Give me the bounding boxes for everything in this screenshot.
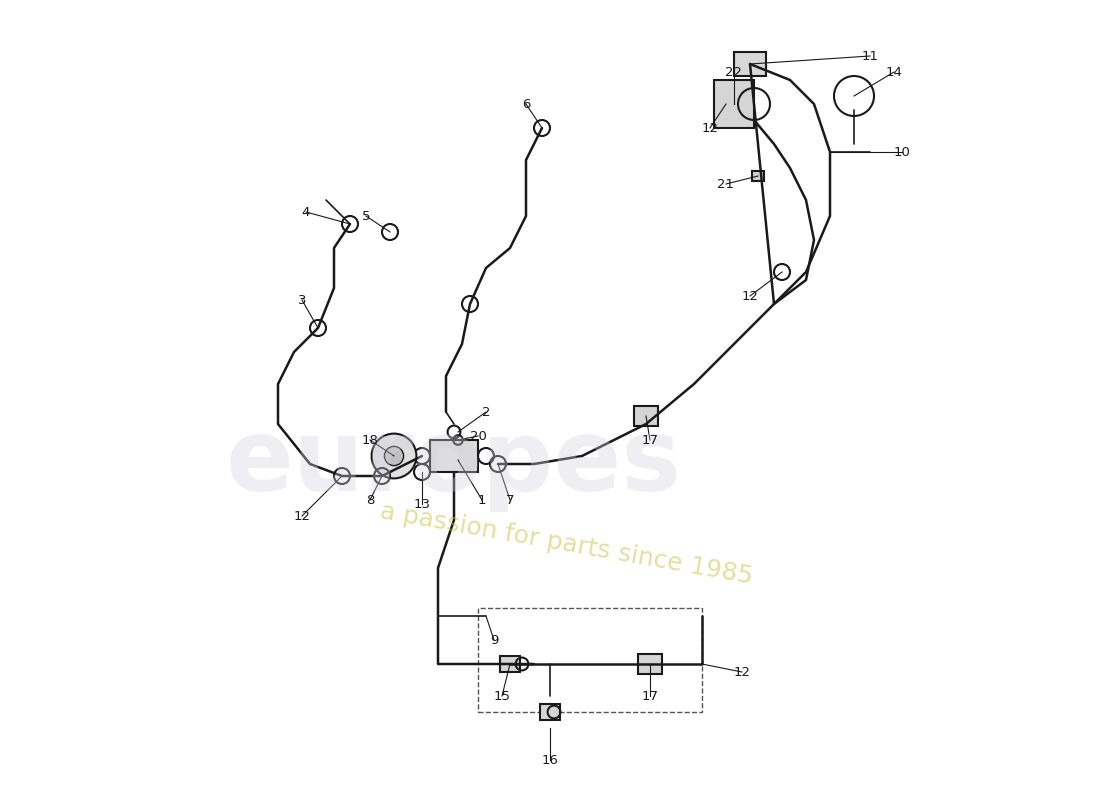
- Circle shape: [384, 446, 404, 466]
- Text: 12: 12: [294, 510, 310, 522]
- Bar: [638, 654, 662, 674]
- Text: 4: 4: [301, 206, 310, 218]
- Text: 13: 13: [414, 498, 430, 510]
- Text: 11: 11: [861, 50, 879, 62]
- Text: 1: 1: [477, 494, 486, 506]
- Text: 9: 9: [490, 634, 498, 646]
- Text: europes: europes: [227, 415, 682, 513]
- Bar: [714, 80, 754, 128]
- Text: 22: 22: [726, 66, 742, 78]
- Text: 20: 20: [470, 430, 486, 442]
- Bar: [540, 704, 560, 720]
- Text: 21: 21: [717, 178, 735, 190]
- Text: 17: 17: [641, 434, 659, 446]
- Bar: [634, 406, 658, 426]
- Text: 18: 18: [362, 434, 378, 446]
- Text: 5: 5: [362, 210, 371, 222]
- Text: 15: 15: [494, 690, 510, 702]
- Circle shape: [372, 434, 417, 478]
- Text: 2: 2: [482, 406, 491, 418]
- Text: 14: 14: [886, 66, 902, 78]
- Text: 8: 8: [366, 494, 374, 506]
- Text: a passion for parts since 1985: a passion for parts since 1985: [377, 499, 755, 589]
- Text: 17: 17: [641, 690, 659, 702]
- Text: 7: 7: [506, 494, 515, 506]
- Bar: [430, 440, 478, 472]
- Text: 10: 10: [893, 146, 911, 158]
- Text: 6: 6: [521, 98, 530, 110]
- Bar: [752, 171, 764, 181]
- Text: 12: 12: [741, 290, 759, 302]
- Text: 12: 12: [734, 666, 750, 678]
- Bar: [734, 52, 766, 76]
- Text: 16: 16: [541, 754, 559, 766]
- Bar: [478, 608, 702, 712]
- Text: 12: 12: [702, 122, 718, 134]
- Bar: [500, 656, 520, 672]
- Text: 3: 3: [298, 294, 306, 306]
